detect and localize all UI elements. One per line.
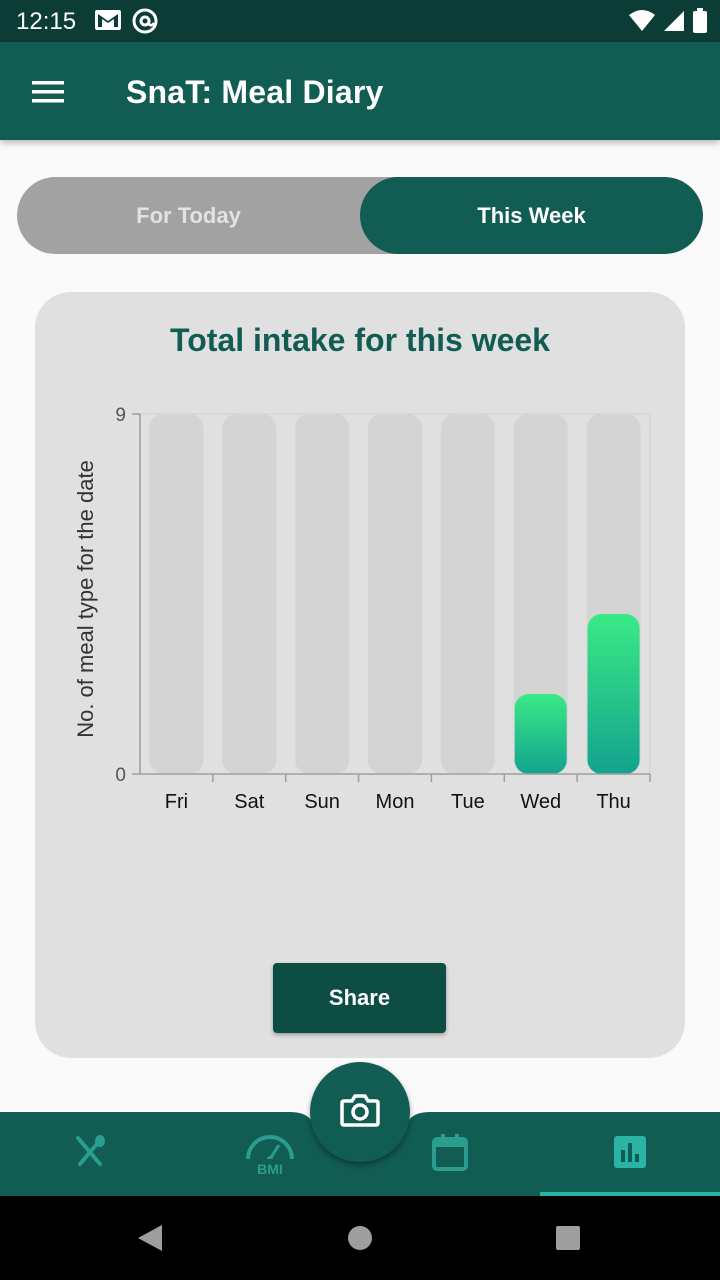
bar-background xyxy=(440,414,495,774)
back-icon[interactable] xyxy=(136,1223,164,1258)
hamburger-menu-icon[interactable] xyxy=(30,75,70,109)
x-tick-label: Thu xyxy=(596,791,630,813)
bottom-nav-bar xyxy=(0,1112,720,1196)
bar-background xyxy=(222,414,277,774)
x-tick-label: Fri xyxy=(165,791,188,813)
calendar-icon xyxy=(430,1132,470,1177)
card-title: Total intake for this week xyxy=(170,322,550,358)
y-tick-label: 0 xyxy=(115,765,126,786)
battery-icon xyxy=(692,8,708,39)
bar-background xyxy=(368,414,422,774)
nav-item-meals[interactable] xyxy=(0,1112,180,1196)
recents-icon[interactable] xyxy=(555,1225,581,1256)
x-tick-label: Tue xyxy=(451,791,485,813)
bar-wed xyxy=(514,694,567,774)
x-tick-label: Sun xyxy=(304,791,340,813)
app-bar: SnaT: Meal Diary xyxy=(0,42,720,140)
camera-icon xyxy=(340,1093,380,1132)
nav-item-bmi[interactable]: BMI xyxy=(180,1112,360,1196)
x-tick-label: Wed xyxy=(520,791,561,813)
bar-background xyxy=(513,414,568,774)
status-time: 12:15 xyxy=(16,8,77,35)
bmi-label: BMI xyxy=(257,1161,283,1177)
x-tick-label: Sat xyxy=(234,791,264,813)
weekly-intake-card: Total intake for this week Fri Sat Sun Mon T… xyxy=(35,292,685,1058)
period-toggle: For Today This Week xyxy=(17,177,703,254)
at-sign-icon xyxy=(132,8,158,39)
signal-icon xyxy=(662,9,686,38)
gmail-icon xyxy=(94,8,122,39)
home-icon[interactable] xyxy=(347,1225,373,1256)
system-nav-bar xyxy=(0,1196,720,1280)
tab-this-week[interactable]: This Week xyxy=(360,177,703,254)
y-axis-label: No. of meal type for the date xyxy=(73,460,98,738)
status-bar: 12:15 xyxy=(0,0,720,42)
camera-button[interactable] xyxy=(310,1062,410,1162)
weekly-intake-chart: Fri Sat Sun Mon Tue Wed Thu 0 9 No. of meal type … xyxy=(73,405,651,813)
bmi-gauge-icon: BMI xyxy=(243,1127,297,1182)
app-title: SnaT: Meal Diary xyxy=(126,74,384,110)
tab-for-today[interactable]: For Today xyxy=(136,202,241,228)
bar-background xyxy=(295,414,350,774)
bar-background xyxy=(149,414,204,774)
bar-thu xyxy=(587,614,640,774)
active-tab-indicator xyxy=(540,1192,720,1196)
wifi-icon xyxy=(628,9,656,38)
share-button[interactable]: Share xyxy=(273,963,446,1033)
nav-item-stats[interactable] xyxy=(540,1112,720,1196)
fork-knife-icon xyxy=(70,1132,110,1177)
bar-chart-icon xyxy=(613,1135,647,1174)
nav-item-calendar[interactable] xyxy=(360,1112,540,1196)
y-tick-label: 9 xyxy=(115,405,126,426)
x-tick-label: Mon xyxy=(376,791,415,813)
